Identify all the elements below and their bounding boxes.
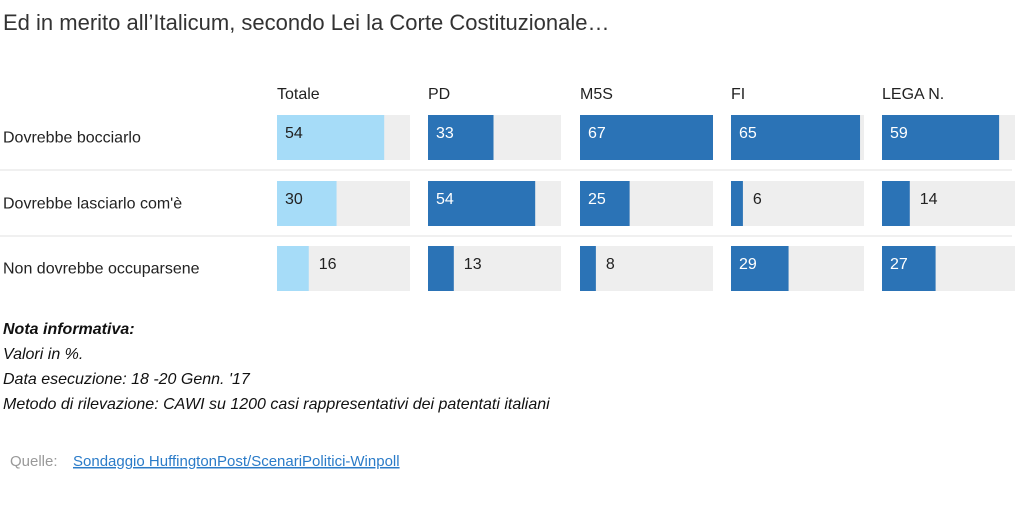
bar: [277, 115, 385, 160]
bar-background: [731, 181, 864, 226]
column-header: Totale: [277, 86, 320, 103]
bar: [428, 181, 536, 226]
bar: [277, 246, 309, 291]
value-label: 14: [920, 191, 938, 208]
value-label: 27: [890, 256, 908, 273]
bar: [428, 246, 454, 291]
bar: [731, 246, 789, 291]
value-label: 59: [890, 125, 908, 142]
note-title: Nota informativa:: [3, 321, 135, 338]
bar: [731, 181, 743, 226]
source-link[interactable]: Sondaggio HuffingtonPost/ScenariPolitici…: [73, 453, 400, 470]
note-line: Valori in %.: [3, 346, 83, 363]
row-label: Non dovrebbe occuparsene: [3, 261, 200, 278]
value-label: 65: [739, 125, 757, 142]
column-header: PD: [428, 86, 450, 103]
note-line: Data esecuzione: 18 -20 Genn. '17: [3, 371, 251, 388]
row-label: Dovrebbe lasciarlo com'è: [3, 196, 182, 213]
value-label: 25: [588, 191, 606, 208]
bar: [580, 181, 630, 226]
source-label: Quelle:: [10, 453, 58, 470]
column-header: M5S: [580, 86, 613, 103]
bar: [882, 181, 910, 226]
note-line: Metodo di rilevazione: CAWI su 1200 casi…: [3, 396, 550, 413]
bar: [277, 181, 337, 226]
bar: [580, 246, 596, 291]
value-label: 29: [739, 256, 757, 273]
bar: [882, 246, 936, 291]
value-label: 16: [319, 256, 337, 273]
row-label: Dovrebbe bocciarlo: [3, 130, 141, 147]
bar: [882, 115, 1000, 160]
bar: [731, 115, 861, 160]
bar: [428, 115, 494, 160]
value-label: 6: [753, 191, 762, 208]
value-label: 33: [436, 125, 454, 142]
chart-title: Ed in merito all’Italicum, secondo Lei l…: [3, 10, 610, 35]
bar: [580, 115, 713, 160]
value-label: 8: [606, 256, 615, 273]
value-label: 13: [464, 256, 482, 273]
column-header: FI: [731, 86, 745, 103]
column-header: LEGA N.: [882, 86, 944, 103]
bar-background: [580, 246, 713, 291]
value-label: 30: [285, 191, 303, 208]
value-label: 54: [436, 191, 454, 208]
value-label: 67: [588, 125, 606, 142]
value-label: 54: [285, 125, 303, 142]
